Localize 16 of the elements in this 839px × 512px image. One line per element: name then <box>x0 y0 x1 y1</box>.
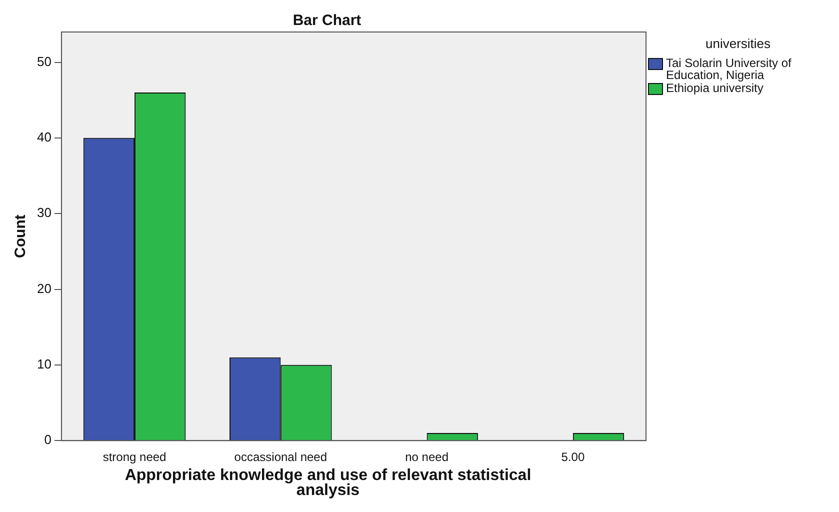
y-tick-label: 10 <box>36 356 52 372</box>
x-axis-title: Appropriate knowledge and use of relevant statistical analysis <box>124 467 532 499</box>
legend-title: universities <box>704 36 772 51</box>
x-tick-label: occassional need <box>234 450 328 464</box>
x-tick-label: no need <box>405 450 448 464</box>
legend-label: Ethiopia university <box>666 81 764 95</box>
y-tick-label: 20 <box>36 280 52 296</box>
x-tick-label: 5.00 <box>561 450 585 464</box>
y-axis-title: Count <box>12 214 30 258</box>
y-tick-label: 50 <box>36 54 52 69</box>
y-tick-label: 0 <box>44 432 52 448</box>
x-tick-label: strong need <box>102 450 166 464</box>
y-tick-label: 40 <box>36 130 52 145</box>
chart-title: Bar Chart <box>292 12 362 30</box>
y-tick-label: 30 <box>36 205 52 220</box>
legend-label: Tai Solarin University of Education, Nigeria <box>666 56 792 82</box>
